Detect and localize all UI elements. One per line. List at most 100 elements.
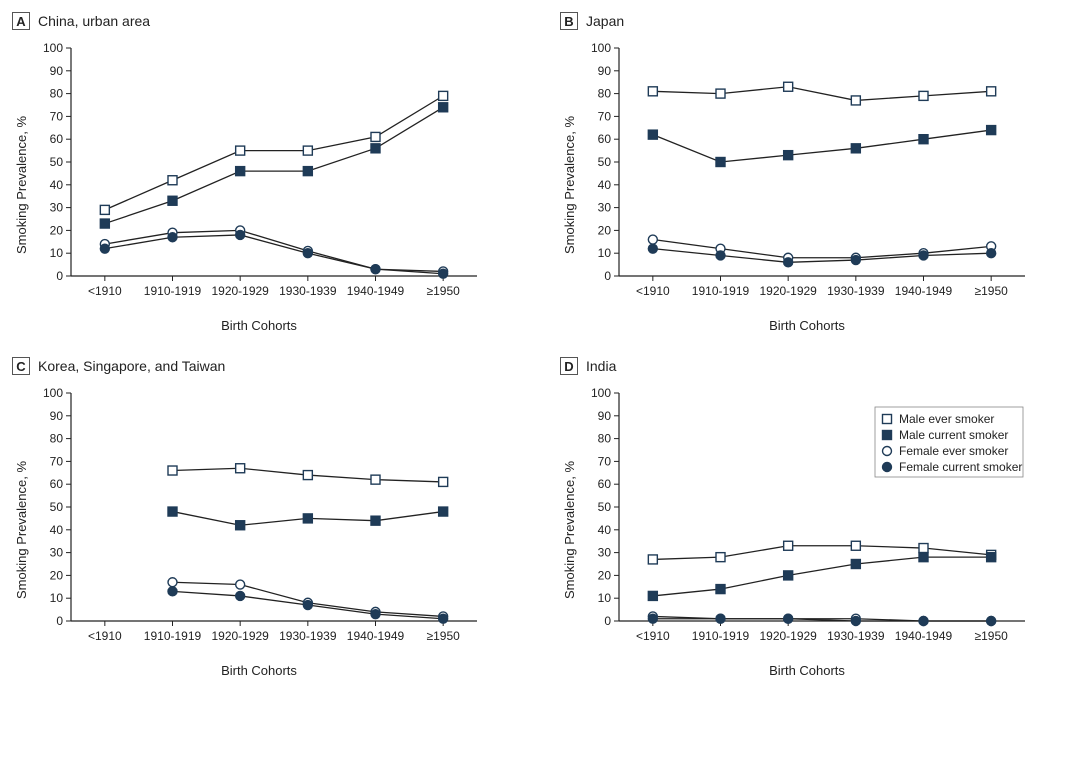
x-tick-label: ≥1950	[975, 629, 1009, 643]
marker-square	[236, 146, 245, 155]
x-tick-label: ≥1950	[975, 284, 1009, 298]
chart-wrap: Smoking Prevalence, % 010203040506070809…	[12, 381, 520, 678]
marker-circle	[716, 614, 725, 623]
x-axis-label: Birth Cohorts	[29, 318, 489, 333]
panel-header: C Korea, Singapore, and Taiwan	[12, 357, 520, 375]
x-tick-label: 1920-1929	[211, 629, 269, 643]
y-tick-label: 20	[50, 568, 64, 582]
series-line-male_ever	[653, 87, 991, 101]
y-tick-label: 80	[598, 87, 612, 101]
marker-square	[303, 167, 312, 176]
marker-circle	[883, 463, 892, 472]
series-line-male_current	[105, 107, 443, 223]
x-tick-label: 1930-1939	[827, 284, 885, 298]
y-tick-label: 30	[598, 201, 612, 215]
y-tick-label: 90	[598, 409, 612, 423]
marker-square	[648, 87, 657, 96]
marker-square	[236, 167, 245, 176]
chart-wrap: Smoking Prevalence, % 010203040506070809…	[12, 36, 520, 333]
x-tick-label: 1930-1939	[827, 629, 885, 643]
marker-square	[987, 87, 996, 96]
y-tick-label: 90	[50, 64, 64, 78]
marker-circle	[303, 601, 312, 610]
y-tick-label: 70	[50, 454, 64, 468]
chart-svg: 0102030405060708090100<19101910-19191920…	[29, 36, 489, 316]
y-axis-label: Smoking Prevalence, %	[12, 36, 29, 333]
panel-header: A China, urban area	[12, 12, 520, 30]
marker-circle	[987, 249, 996, 258]
marker-circle	[784, 614, 793, 623]
marker-square	[648, 555, 657, 564]
panel-grid: A China, urban area Smoking Prevalence, …	[12, 12, 1068, 678]
y-tick-label: 10	[598, 591, 612, 605]
marker-square	[236, 464, 245, 473]
marker-square	[784, 151, 793, 160]
marker-square	[883, 431, 892, 440]
x-tick-label: 1930-1939	[279, 629, 337, 643]
marker-square	[100, 205, 109, 214]
x-tick-label: 1910-1919	[692, 629, 750, 643]
series-line-male_current	[653, 557, 991, 596]
marker-circle	[851, 617, 860, 626]
marker-circle	[371, 610, 380, 619]
marker-square	[883, 415, 892, 424]
marker-circle	[236, 580, 245, 589]
marker-square	[439, 507, 448, 516]
marker-circle	[883, 447, 892, 456]
marker-square	[851, 96, 860, 105]
y-tick-label: 10	[50, 591, 64, 605]
marker-square	[919, 553, 928, 562]
y-tick-label: 40	[50, 178, 64, 192]
marker-circle	[439, 614, 448, 623]
marker-square	[303, 514, 312, 523]
marker-circle	[303, 249, 312, 258]
marker-circle	[371, 265, 380, 274]
x-tick-label: 1910-1919	[144, 629, 202, 643]
marker-square	[168, 176, 177, 185]
marker-square	[168, 196, 177, 205]
marker-square	[851, 144, 860, 153]
marker-square	[303, 471, 312, 480]
x-tick-label: 1920-1929	[759, 284, 817, 298]
y-tick-label: 50	[598, 500, 612, 514]
x-axis-label: Birth Cohorts	[29, 663, 489, 678]
x-tick-label: 1920-1929	[211, 284, 269, 298]
y-tick-label: 80	[50, 87, 64, 101]
marker-circle	[851, 256, 860, 265]
panel-C: C Korea, Singapore, and Taiwan Smoking P…	[12, 357, 520, 678]
marker-square	[371, 144, 380, 153]
marker-circle	[919, 617, 928, 626]
marker-square	[851, 560, 860, 569]
y-tick-label: 40	[50, 523, 64, 537]
chart-svg: 0102030405060708090100<19101910-19191920…	[29, 381, 489, 661]
x-tick-label: ≥1950	[427, 284, 461, 298]
y-axis-label: Smoking Prevalence, %	[12, 381, 29, 678]
y-tick-label: 20	[598, 223, 612, 237]
series-line-male_ever	[105, 96, 443, 210]
y-tick-label: 40	[598, 178, 612, 192]
panel-B: B Japan Smoking Prevalence, % 0102030405…	[560, 12, 1068, 333]
y-tick-label: 50	[50, 500, 64, 514]
y-tick-label: 50	[598, 155, 612, 169]
series-line-female_current	[653, 249, 991, 263]
legend-label: Female current smoker	[899, 460, 1022, 474]
y-tick-label: 70	[50, 109, 64, 123]
y-tick-label: 50	[50, 155, 64, 169]
x-tick-label: <1910	[636, 629, 670, 643]
marker-circle	[439, 269, 448, 278]
x-tick-label: <1910	[636, 284, 670, 298]
marker-square	[439, 91, 448, 100]
x-axis-label: Birth Cohorts	[577, 663, 1037, 678]
marker-square	[371, 475, 380, 484]
y-tick-label: 60	[50, 132, 64, 146]
marker-square	[919, 91, 928, 100]
x-tick-label: 1910-1919	[692, 284, 750, 298]
chart-wrap: Smoking Prevalence, % 010203040506070809…	[560, 36, 1068, 333]
marker-square	[648, 130, 657, 139]
marker-circle	[784, 258, 793, 267]
marker-square	[716, 89, 725, 98]
x-tick-label: <1910	[88, 629, 122, 643]
panel-title: India	[586, 358, 616, 374]
y-tick-label: 30	[50, 201, 64, 215]
panel-letter: C	[12, 357, 30, 375]
